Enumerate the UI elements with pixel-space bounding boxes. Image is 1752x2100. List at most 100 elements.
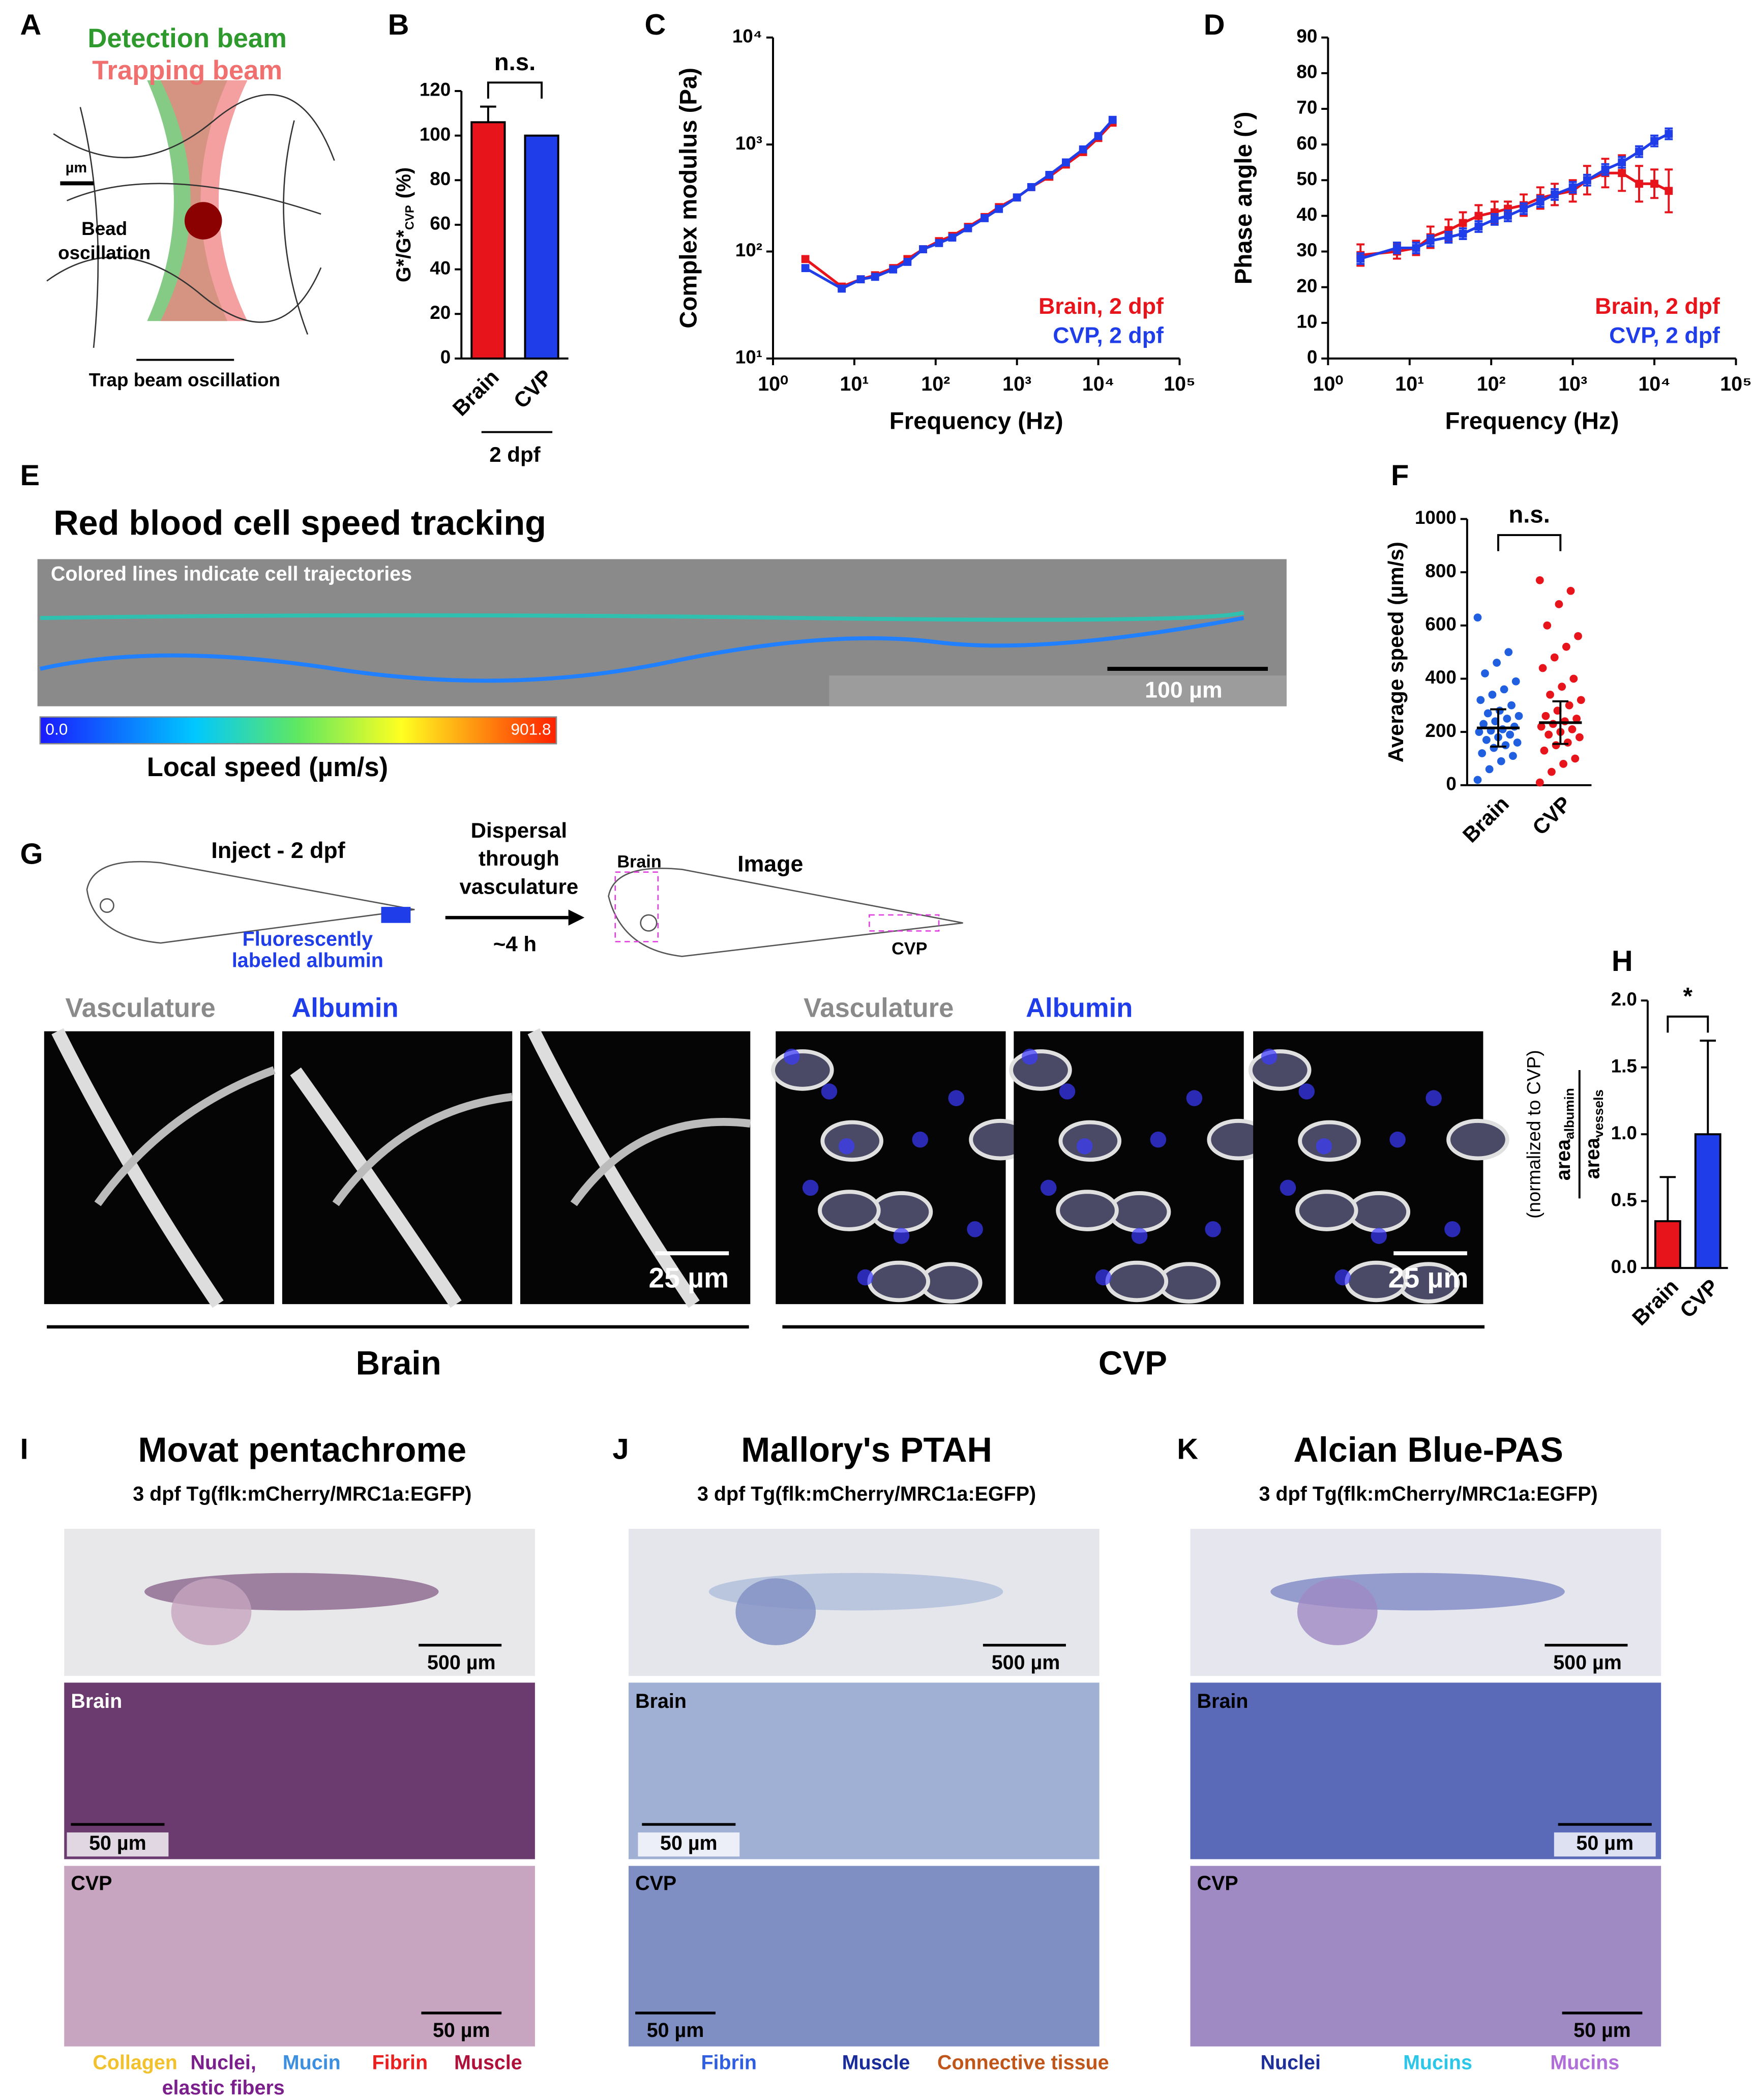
series-line [805,122,1114,288]
legend-entry: Nuclei [1261,2051,1321,2074]
panel-label: C [645,9,666,41]
albumin [1334,1269,1351,1286]
x-tick-label: Brain [448,365,503,420]
region-label: CVP [1197,1872,1238,1895]
data-point [1558,683,1566,691]
y-tick-label: 0 [1446,774,1456,794]
label: CVP [892,939,927,958]
data-point [1481,669,1489,677]
legend-entry: Muscle [454,2051,522,2074]
data-point [1511,677,1520,686]
albumin [784,1048,800,1065]
y-tick-label: 10³ [735,133,762,154]
specimen [1297,1578,1378,1645]
marker [995,204,1003,213]
y-tick-label: 30 [1296,240,1317,260]
albumin [1280,1179,1296,1196]
channel-label: Vasculature [804,993,954,1023]
image-band [829,675,1287,706]
scale-label: 100 µm [1145,678,1222,703]
data-point [1568,725,1577,733]
y-axis-label: G*/G*CVP (%) [393,167,417,282]
panel-subtitle: 3 dpf Tg(flk:mCherry/MRC1a:EGFP) [133,1483,471,1505]
marker [1356,254,1365,263]
label: Inject - 2 dpf [211,838,345,863]
data-point [1500,685,1508,694]
legend-entry: Mucin [283,2051,341,2074]
micrographs [44,1028,1509,1308]
albumin [893,1228,910,1244]
data-point [1550,653,1559,662]
marker [1027,183,1035,191]
significance-label: n.s. [1508,501,1550,528]
albumin [1298,1083,1315,1100]
y-tick-label: 0 [1307,347,1317,368]
albumin [912,1131,929,1148]
histology-image [1190,1682,1661,1859]
albumin [948,1090,965,1106]
y-tick-label: 40 [1296,204,1317,225]
data-point [1541,712,1550,720]
legend-entry: CVP, 2 dpf [1053,323,1164,348]
colorbar-min: 0.0 [45,720,68,738]
vessel [570,1118,751,1206]
marker [801,264,810,273]
albumin [1389,1131,1406,1148]
cell [1157,1262,1221,1304]
marker [1474,212,1483,220]
cell [771,1049,834,1091]
albumin [821,1083,838,1100]
y-tick-label: 90 [1296,25,1317,46]
panel-title: Movat pentachrome [138,1431,466,1469]
y-tick-label: 1.5 [1611,1055,1637,1076]
vessel [290,1067,462,1308]
data-point [1515,712,1523,720]
marker [1062,158,1070,167]
label: through [479,846,559,870]
data-point [1501,741,1510,750]
region-label: CVP [635,1872,676,1895]
cell [1105,1260,1169,1303]
panel-label: A [20,9,41,41]
panel-title: Red blood cell speed tracking [53,504,546,543]
legend-entry: Muscle [842,2051,910,2074]
albumin [1186,1090,1203,1106]
x-tick-label: 10³ [1002,373,1031,395]
legend-entry: CVP, 2 dpf [1609,323,1720,348]
marker [1045,171,1054,179]
x-axis-label: Frequency (Hz) [1445,408,1619,435]
marker [935,239,943,247]
data-point [1493,659,1501,667]
cell [1108,1191,1171,1233]
label: Trapping beam [92,55,282,85]
cell [818,1190,881,1231]
marker [1601,165,1610,174]
marker [856,275,865,284]
histology-image [64,1866,535,2047]
legend-entry: Nuclei, [191,2051,256,2074]
x-tick-label: 10² [921,373,950,395]
data-point [1537,722,1546,731]
label: Detection beam [87,23,287,53]
panel-label: F [1391,459,1409,492]
cell [1295,1190,1358,1231]
panel-label: G [20,838,43,870]
scale-label: 50 µm [660,1832,718,1854]
scale-label: 50 µm [1576,1832,1634,1854]
data-point [1506,730,1515,739]
data-point [1540,746,1549,755]
albumin [1022,1048,1038,1065]
panel-subtitle: 3 dpf Tg(flk:mCherry/MRC1a:EGFP) [697,1483,1036,1505]
data-point [1569,674,1578,683]
series-line [1360,132,1670,260]
albumin [1316,1138,1332,1155]
y-tick-label: 80 [430,168,451,189]
error-bar [480,105,496,123]
albumin [1371,1228,1387,1244]
legend-entry: Mucins [1403,2051,1472,2074]
x-tick-label: 10⁴ [1638,373,1670,395]
vessel [332,1092,513,1206]
label: Bead [81,218,127,239]
y-axis-label-part: (normalized to CVP) [1524,1050,1545,1219]
